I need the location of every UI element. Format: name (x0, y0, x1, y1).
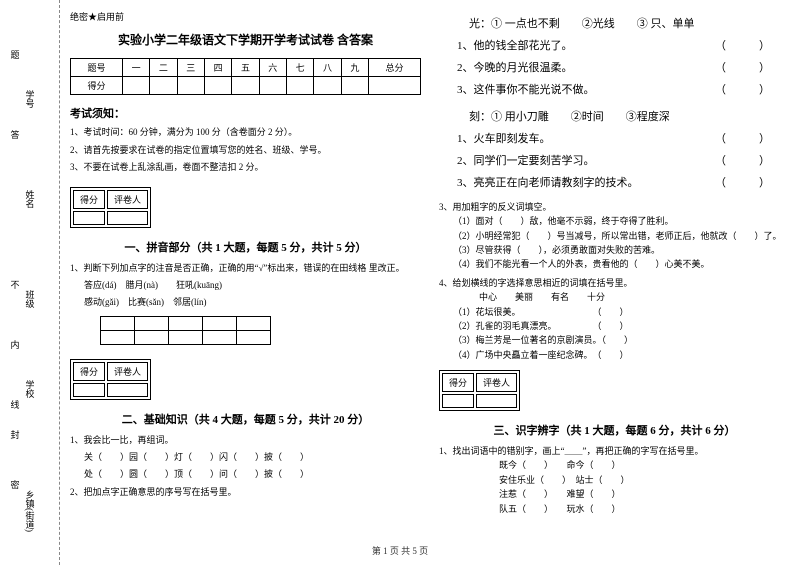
sentence-item: 3、亮亮正在向老师请教刻字的技术。 （ ） (439, 172, 790, 194)
score-cell: 二 (150, 59, 177, 77)
score-cell: 六 (259, 59, 286, 77)
sentence-text: 3、亮亮正在向老师请教刻字的技术。 (457, 172, 639, 194)
word-line: 处（ ）圆（ ）顶（ ）问（ ）披（ ） (84, 467, 421, 481)
score-cell: 四 (204, 59, 231, 77)
score-cell: 一 (122, 59, 149, 77)
cut-mark: 封 (9, 430, 22, 439)
page-footer: 第 1 页 共 5 页 (0, 544, 800, 557)
fill-item: （1）花坛很美。 （ ） (453, 305, 790, 319)
sentence-item: 1、他的钱全部花光了。 （ ） (439, 35, 790, 57)
fill-item: （1）面对（ ）敌，他毫不示弱，终于夺得了胜利。 (453, 214, 790, 228)
grader-label: 得分 (73, 362, 105, 381)
pinyin-line: 答应(dá) 腊月(nà) 狂吼(kuāng) (84, 278, 421, 292)
sentence-item: 2、今晚的月光很温柔。 （ ） (439, 57, 790, 79)
sentence-text: 2、同学们一定要刻苦学习。 (457, 150, 595, 172)
sentence-item: 3、这件事你不能光说不做。 （ ） (439, 79, 790, 101)
fill-item: 安住乐业（ ） 站士（ ） (499, 473, 790, 487)
binding-margin: 乡镇(街道) 学校 班级 姓名 学号 密 封 线 内 不 答 题 (0, 0, 60, 565)
score-cell: 九 (341, 59, 368, 77)
sentence-text: 2、今晚的月光很温柔。 (457, 57, 573, 79)
fill-item: 队五（ ） 玩水（ ） (499, 502, 790, 516)
definition-line: 光：① 一点也不剩 ②光线 ③ 只、单单 (439, 14, 790, 35)
fill-item: （4）我们不能光看一个人的外表，贵看他的（ ）心美不美。 (453, 257, 790, 271)
answer-paren: （ ） (715, 57, 770, 79)
notice-item: 2、请首先按要求在试卷的指定位置填写您的姓名、班级、学号。 (70, 144, 421, 158)
binding-label: 乡镇(街道) (24, 490, 37, 532)
cut-mark: 答 (9, 130, 22, 139)
sentence-text: 1、火车即刻发车。 (457, 128, 551, 150)
section-title: 二、基础知识（共 4 大题，每题 5 分，共计 20 分） (70, 411, 421, 427)
exam-title: 实验小学二年级语文下学期开学考试试卷 含答案 (70, 31, 421, 48)
sentence-text: 1、他的钱全部花光了。 (457, 35, 573, 57)
grader-label: 评卷人 (476, 373, 517, 392)
grader-box: 得分 评卷人 (70, 359, 151, 400)
score-cell: 七 (286, 59, 313, 77)
fill-item: 注惹（ ） 难望（ ） (499, 487, 790, 501)
grader-label: 得分 (73, 190, 105, 209)
binding-label: 姓名 (24, 190, 37, 208)
grader-label: 得分 (442, 373, 474, 392)
definition-text: 刻：① 用小刀雕 ②时间 ③程度深 (469, 107, 670, 128)
answer-paren: （ ） (715, 172, 770, 194)
question-text: 4、给划横线的字选择意思相近的词填在括号里。 (439, 276, 790, 290)
notice-title: 考试须知： (70, 105, 421, 121)
question-text: 3、用加粗字的反义词填空。 (439, 200, 790, 214)
answer-paren: （ ） (715, 128, 770, 150)
notice-item: 3、不要在试卷上乱涂乱画，卷面不整洁扣 2 分。 (70, 161, 421, 175)
fill-item: （4）广场中央矗立着一座纪念碑。 （ ） (453, 348, 790, 362)
sentence-item: 2、同学们一定要刻苦学习。 （ ） (439, 150, 790, 172)
score-cell: 五 (232, 59, 259, 77)
grader-box: 得分 评卷人 (70, 187, 151, 228)
cut-mark: 题 (9, 50, 22, 59)
sentence-item: 1、火车即刻发车。 （ ） (439, 128, 790, 150)
grader-box: 得分 评卷人 (439, 370, 520, 411)
score-table: 题号 一 二 三 四 五 六 七 八 九 总分 得分 (70, 58, 421, 95)
binding-label: 学号 (24, 90, 37, 108)
notice-item: 1、考试时间：60 分钟，满分为 100 分（含卷面分 2 分）。 (70, 126, 421, 140)
definition-line: 刻：① 用小刀雕 ②时间 ③程度深 (439, 107, 790, 128)
word-line: 关（ ）园（ ）灯（ ）闪（ ）披（ ） (84, 450, 421, 464)
left-column: 绝密★启用前 实验小学二年级语文下学期开学考试试卷 含答案 题号 一 二 三 四… (70, 10, 421, 537)
fill-item: （2）小明经常犯（ ）号当减号，所以常出错，老师正后，他就改（ ）了。 (453, 229, 790, 243)
score-cell: 八 (314, 59, 341, 77)
section-title: 三、识字辨字（共 1 大题，每题 6 分，共计 6 分） (439, 422, 790, 438)
binding-label: 班级 (24, 290, 37, 308)
definition-text: 光：① 一点也不剩 ②光线 ③ 只、单单 (469, 14, 695, 35)
pinyin-line: 感动(gǎi) 比赛(sǎn) 邻居(lín) (84, 295, 421, 309)
score-cell: 题号 (71, 59, 123, 77)
score-cell: 得分 (71, 77, 123, 95)
binding-label: 学校 (24, 380, 37, 398)
fill-item: （2）孔雀的羽毛真漂亮。 （ ） (453, 319, 790, 333)
right-column: 光：① 一点也不剩 ②光线 ③ 只、单单 1、他的钱全部花光了。 （ ） 2、今… (439, 10, 790, 537)
question-text: 1、我会比一比，再组词。 (70, 433, 421, 447)
score-cell: 三 (177, 59, 204, 77)
cut-mark: 线 (9, 400, 22, 409)
question-text: 1、找出词语中的错别字，画上“＿＿”，再把正确的字写在括号里。 (439, 444, 790, 458)
question-text: 1、判断下列加点字的注音是否正确，正确的用“√”标出来，错误的在田线格 里改正。 (70, 261, 421, 275)
cut-mark: 内 (9, 340, 22, 349)
cut-mark: 不 (9, 280, 22, 289)
answer-paren: （ ） (715, 35, 770, 57)
answer-paren: （ ） (715, 150, 770, 172)
question-text: 2、把加点字正确意思的序号写在括号里。 (70, 485, 421, 499)
sentence-text: 3、这件事你不能光说不做。 (457, 79, 595, 101)
word-bank: 中心 美丽 有名 十分 (479, 290, 790, 304)
answer-paren: （ ） (715, 79, 770, 101)
confidential-label: 绝密★启用前 (70, 10, 421, 23)
page-content: 绝密★启用前 实验小学二年级语文下学期开学考试试卷 含答案 题号 一 二 三 四… (70, 10, 790, 537)
score-cell: 总分 (369, 59, 421, 77)
table-row: 题号 一 二 三 四 五 六 七 八 九 总分 (71, 59, 421, 77)
fill-item: 既今（ ） 命今（ ） (499, 458, 790, 472)
section-title: 一、拼音部分（共 1 大题，每题 5 分，共计 5 分） (70, 239, 421, 255)
grader-label: 评卷人 (107, 362, 148, 381)
cut-mark: 密 (9, 480, 22, 489)
answer-grid (100, 316, 271, 345)
grader-label: 评卷人 (107, 190, 148, 209)
fill-item: （3）梅兰芳是一位著名的京剧演员。（ ） (453, 333, 790, 347)
table-row: 得分 (71, 77, 421, 95)
fill-item: （3）尽管获得（ ），必须勇敢面对失败的苦难。 (453, 243, 790, 257)
